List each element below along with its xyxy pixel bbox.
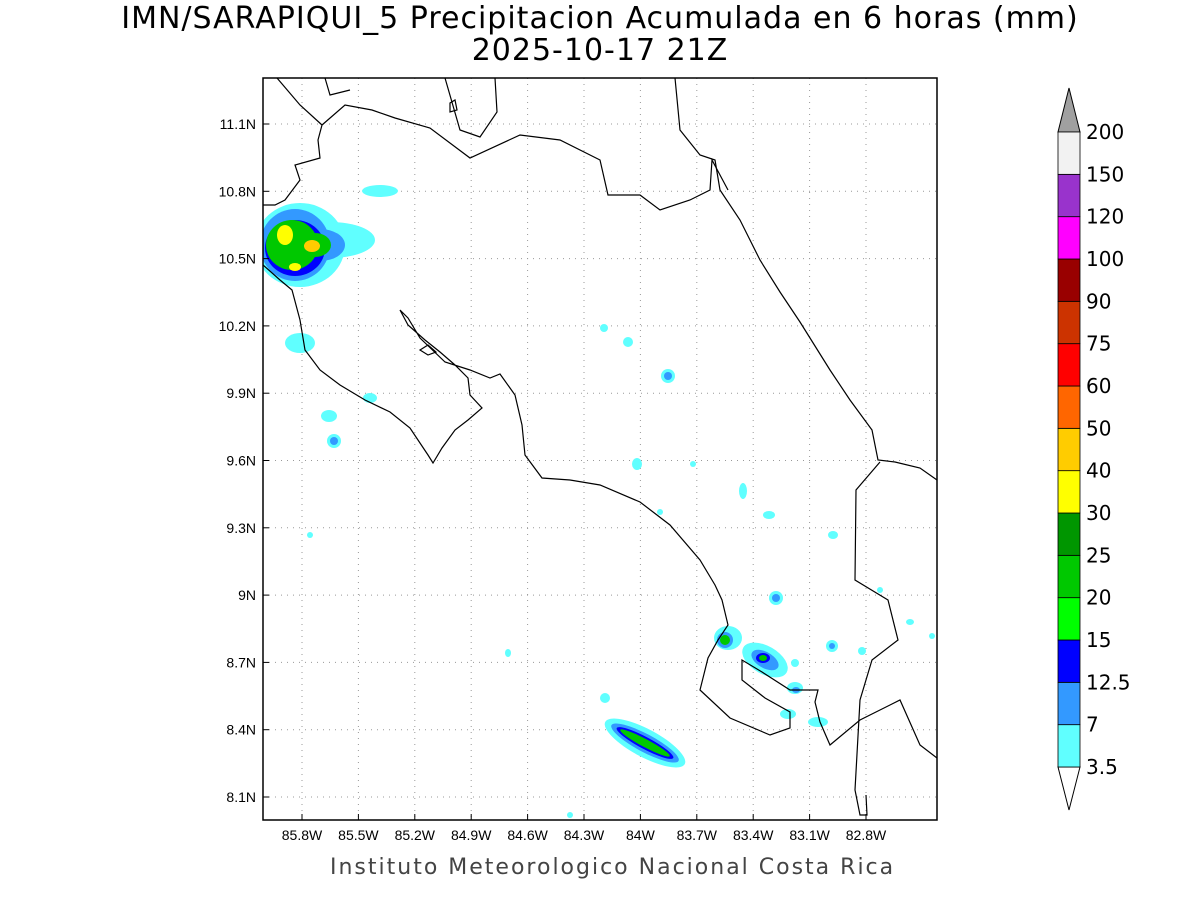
colorbar-swatch (1057, 385, 1081, 429)
lat-tick-label: 9N (238, 587, 256, 603)
colorbar-label: 200 (1086, 120, 1124, 144)
colorbar: 3.5 7 12.5 15 20 25 30 40 50 60 75 90 100 120 150 200 (1057, 87, 1131, 811)
colorbar-label: 15 (1086, 628, 1111, 652)
lat-tick-label: 10.2N (219, 318, 256, 334)
lon-tick-label: 84.3W (564, 827, 605, 843)
colorbar-label: 30 (1086, 501, 1111, 525)
colorbar-label: 7 (1086, 713, 1099, 737)
lon-tick-label: 83.7W (677, 827, 718, 843)
coastlines-borders (263, 78, 937, 816)
lat-tick-label: 11.1N (220, 116, 256, 132)
lon-tick-label: 85.5W (338, 827, 379, 843)
colorbar-label: 3.5 (1086, 755, 1118, 779)
colorbar-swatch (1057, 258, 1081, 302)
lon-tick-label: 82.8W (846, 827, 887, 843)
colorbar-swatch (1057, 131, 1081, 175)
lat-tick-label: 8.1N (226, 789, 256, 805)
colorbar-swatch (1057, 343, 1081, 387)
colorbar-swatch (1057, 300, 1081, 345)
lat-tick-label: 9.9N (226, 385, 256, 401)
lon-tick-label: 85.2W (395, 827, 436, 843)
colorbar-swatch (1057, 427, 1081, 472)
colorbar-label: 12.5 (1086, 670, 1131, 694)
colorbar-label: 50 (1086, 416, 1111, 440)
colorbar-swatch (1057, 597, 1081, 641)
lat-tick-label: 8.7N (226, 654, 256, 670)
map-subtitle: 2025-10-17 21Z (471, 33, 729, 68)
colorbar-over-arrow (1057, 87, 1081, 133)
colorbar-label: 40 (1086, 459, 1111, 483)
colorbar-label: 90 (1086, 289, 1111, 313)
colorbar-swatch (1057, 470, 1081, 514)
lon-tick-label: 84.6W (507, 827, 548, 843)
colorbar-label: 60 (1086, 374, 1111, 398)
plot-frame (262, 77, 938, 821)
colorbar-label: 120 (1086, 205, 1124, 229)
colorbar-swatch (1057, 724, 1081, 768)
colorbar-swatch (1057, 216, 1081, 260)
lon-tick-label: 85.8W (282, 827, 323, 843)
precip-field (263, 185, 935, 818)
colorbar-label: 25 (1086, 543, 1111, 567)
colorbar-under-arrow (1057, 766, 1081, 811)
colorbar-label: 20 (1086, 586, 1111, 610)
colorbar-swatch (1057, 173, 1081, 218)
colorbar-swatch (1057, 681, 1081, 726)
lat-tick-label: 8.4N (226, 722, 256, 738)
gridlines (263, 78, 937, 820)
lon-tick-label: 83.1W (789, 827, 830, 843)
lon-tick-label: 83.4W (733, 827, 774, 843)
map-title: IMN/SARAPIQUI_5 Precipitacion Acumulada … (121, 1, 1079, 36)
lat-tick-label: 10.8N (219, 183, 256, 199)
lat-tick-label: 10.5N (219, 251, 256, 267)
lon-tick-label: 84W (626, 827, 656, 843)
colorbar-swatch (1057, 639, 1081, 683)
lon-tick-label: 84.9W (451, 827, 492, 843)
credit-text: Instituto Meteorologico Nacional Costa R… (330, 855, 896, 880)
colorbar-label: 75 (1086, 332, 1111, 356)
colorbar-swatch (1057, 512, 1081, 556)
axis-ticks: 85.8W 85.5W 85.2W 84.9W 84.6W 84.3W 84W 83.7W 83… (219, 116, 887, 843)
colorbar-label: 100 (1086, 247, 1124, 271)
colorbar-swatch (1057, 554, 1081, 599)
colorbar-label: 150 (1086, 162, 1124, 186)
lat-tick-label: 9.3N (226, 520, 256, 536)
lat-tick-label: 9.6N (226, 453, 256, 469)
